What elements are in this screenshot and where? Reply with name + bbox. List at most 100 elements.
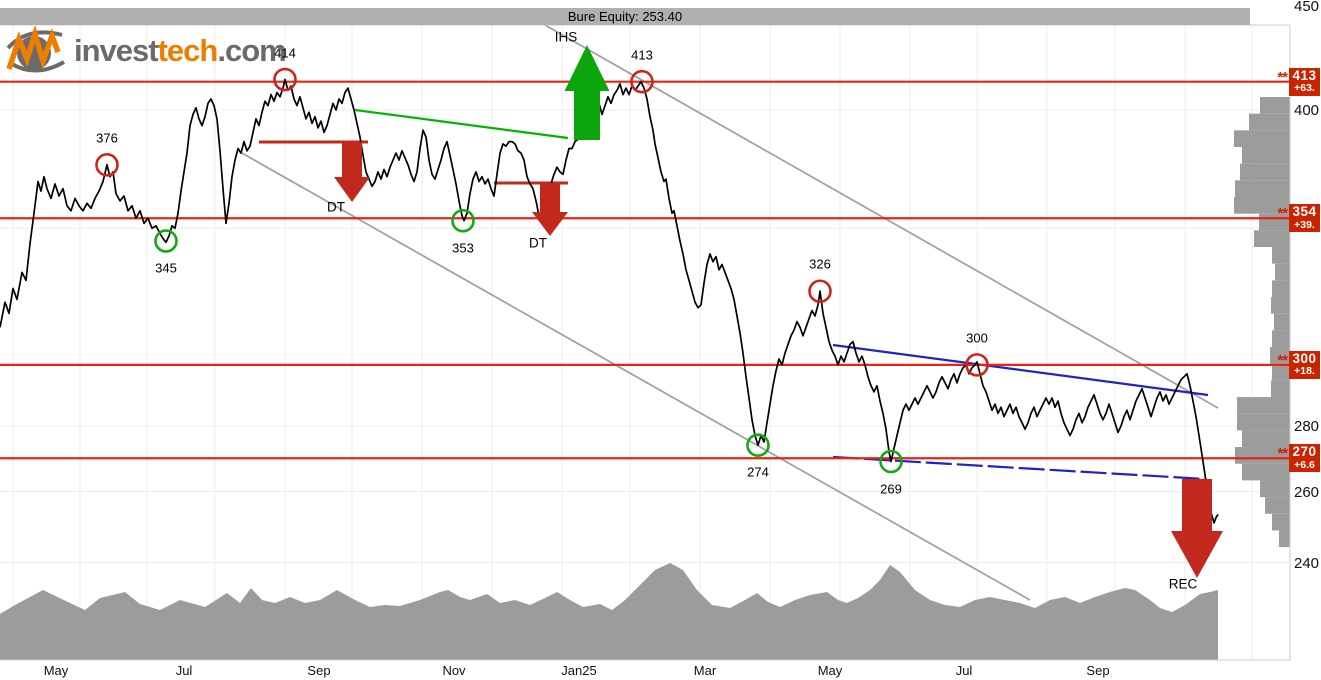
pattern-label-rec: REC <box>1168 576 1198 592</box>
x-axis-label: Jan25 <box>561 663 597 678</box>
x-axis-label: May <box>43 663 69 678</box>
y-axis-label: 400 <box>1294 102 1320 119</box>
volume-by-price-bar <box>1242 463 1290 481</box>
pattern-label-dt: DT <box>529 235 547 251</box>
pattern-label-ihs: IHS <box>554 29 578 45</box>
volume-by-price-bar <box>1249 113 1290 131</box>
investtech-logo-icon <box>6 26 65 73</box>
rectangle-upper-trendline <box>832 343 1209 397</box>
level-stars: ** <box>1277 205 1288 223</box>
top-marker-circle <box>965 353 989 377</box>
ihs-neckline-trendline <box>354 108 569 140</box>
logo-top-swoosh <box>6 30 63 50</box>
bottom-marker-circle <box>879 449 903 474</box>
chart-title-bar <box>0 8 1250 25</box>
volume-by-price-bar <box>1272 363 1290 381</box>
logo-text-tech: tech <box>157 33 219 68</box>
investtech-logo-text: investtech.com <box>74 33 287 69</box>
top-marker-circle <box>808 279 832 304</box>
y-axis-label: 240 <box>1294 554 1320 572</box>
level-stars: ** <box>1277 445 1288 463</box>
logo-text-com: .com <box>217 33 286 68</box>
marker-label: 376 <box>96 130 118 146</box>
marker-label: 345 <box>155 260 177 276</box>
level-badge-value: 300 <box>1292 350 1317 366</box>
volume-by-price-bar <box>1271 297 1290 314</box>
marker-label: 353 <box>452 240 474 256</box>
y-axis-label: 450 <box>1294 0 1320 15</box>
channel-upper-trendline <box>544 24 1219 409</box>
volume-by-price-bar <box>1272 247 1290 264</box>
marker-label: 269 <box>880 481 902 496</box>
price-line <box>0 78 1219 524</box>
volume-by-price-bar <box>1237 413 1290 431</box>
volume-by-price-bar <box>1272 280 1290 298</box>
volume-by-price-bar <box>1235 447 1290 464</box>
logo-zigzag <box>6 26 61 70</box>
level-badge-change: +6.6 <box>1294 458 1315 471</box>
volume-by-price-bar <box>1265 497 1290 514</box>
volume-by-price-bar <box>1275 263 1290 281</box>
marker-label: 413 <box>631 47 653 63</box>
marker-label: 274 <box>747 464 769 480</box>
volume-by-price-bar <box>1234 130 1290 148</box>
level-badge-354: 354 +39. <box>1289 204 1320 233</box>
volume-by-price-bar <box>1279 530 1290 548</box>
top-marker-circle <box>95 153 119 177</box>
level-badge-change: +63. <box>1294 82 1315 95</box>
volume-area <box>0 563 1218 660</box>
volume-by-price-bar <box>1234 197 1290 214</box>
level-badge-270: 270 +6.6 <box>1289 444 1320 473</box>
volume-by-price-bar <box>1271 380 1290 398</box>
volume-by-price-bar <box>1242 430 1290 448</box>
marker-label: 326 <box>809 256 831 272</box>
x-axis-label: Sep <box>1086 663 1110 678</box>
pattern-label-dt: DT <box>327 199 345 215</box>
bottom-marker-circle <box>451 208 475 233</box>
level-badge-value: 270 <box>1292 444 1317 460</box>
y-axis-label: 260 <box>1294 483 1320 501</box>
logo-bottom-swoosh <box>10 60 65 73</box>
volume-by-price-bar <box>1242 147 1290 164</box>
level-badge-change: +18. <box>1294 365 1315 378</box>
x-axis-label: Nov <box>442 663 466 678</box>
level-badge-300: 300 +18. <box>1289 350 1320 379</box>
level-badge-413: 413 +63. <box>1289 67 1320 96</box>
bottom-marker-circle <box>746 433 770 457</box>
signal-down-arrow <box>532 183 568 236</box>
x-axis-label: Jul <box>175 663 193 678</box>
top-marker-circle <box>630 69 654 94</box>
channel-lower-trendline <box>239 151 1031 601</box>
volume-by-price-bar <box>1260 480 1290 498</box>
x-axis-label: May <box>817 663 843 678</box>
level-badge-value: 413 <box>1292 67 1317 83</box>
signal-down-arrow <box>334 142 370 202</box>
marker-label: 300 <box>966 330 988 346</box>
volume-by-price-bar <box>1240 163 1290 181</box>
top-marker-circle <box>273 67 297 92</box>
volume-by-price-bar <box>1272 513 1290 531</box>
level-badge-change: +39. <box>1294 218 1315 231</box>
investtech-logo: investtech.com <box>6 26 287 76</box>
marker-label: 414 <box>274 45 296 61</box>
logo-text-invest: invest <box>74 33 159 68</box>
bottom-marker-circle <box>154 229 178 253</box>
signal-down-arrow <box>1171 479 1223 578</box>
level-stars: ** <box>1277 68 1288 86</box>
signal-up-arrow <box>564 45 610 140</box>
x-axis-label: Sep <box>307 663 331 678</box>
x-axis-label: Jul <box>955 663 973 678</box>
x-axis-label: Mar <box>693 663 717 678</box>
volume-by-price-bar <box>1235 180 1290 198</box>
volume-by-price-bar <box>1254 230 1290 248</box>
volume-by-price-bar <box>1270 347 1290 364</box>
rectangle-lower-trendline <box>832 455 1206 481</box>
volume-by-price-bar <box>1260 97 1290 114</box>
y-axis-label: 280 <box>1294 418 1320 435</box>
level-stars: ** <box>1277 351 1288 369</box>
volume-by-price-bar <box>1272 330 1290 348</box>
volume-by-price-bar <box>1237 397 1290 414</box>
level-badge-value: 354 <box>1292 204 1317 220</box>
